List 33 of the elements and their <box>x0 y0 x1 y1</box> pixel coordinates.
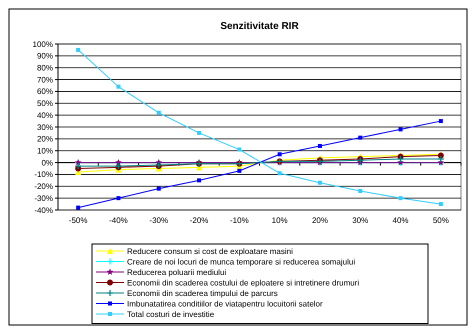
y-tick-label: -30% <box>34 194 53 203</box>
y-tick-label: 40% <box>36 110 53 120</box>
x-tick-label: -30% <box>149 216 168 225</box>
y-tick-label: 70% <box>36 75 53 84</box>
x-tick-label: 50% <box>432 216 449 225</box>
legend-label: Total costuri de investitie <box>127 310 215 319</box>
y-tick-label: -20% <box>34 182 53 192</box>
x-tick-label: -20% <box>190 216 208 225</box>
chart-title: Senzitivitate RIR <box>220 21 300 32</box>
y-tick-label: 80% <box>36 64 53 73</box>
x-tick-label: -10% <box>230 216 249 225</box>
legend-label: Economii din scaderea timpului de parcurs <box>127 288 278 298</box>
y-tick-label: 90% <box>36 52 53 61</box>
x-tick-label: -50% <box>68 216 88 225</box>
legend-label: Reducere consum si cost de exploatare masini <box>127 246 294 256</box>
x-tick-label: 10% <box>272 216 288 225</box>
y-tick-label: 50% <box>36 99 53 108</box>
y-tick-label: -40% <box>34 206 53 215</box>
y-tick-label: 0% <box>41 158 53 168</box>
x-tick-label: 40% <box>392 216 409 225</box>
y-tick-label: 100% <box>32 40 53 49</box>
x-tick-label: 20% <box>312 216 328 225</box>
x-tick-label: -40% <box>109 216 128 225</box>
legend-label: Imbunatatirea conditiilor de viatapentru locuitorii satelor <box>127 299 323 308</box>
x-tick-label: 30% <box>352 216 368 225</box>
legend-label: Economii din scaderea costului de eploatere si intretinere drumuri <box>127 278 360 288</box>
legend-label: Creare de noi locuri de munca temporare si reducerea somajului <box>127 257 356 266</box>
y-tick-label: 60% <box>36 87 53 96</box>
legend-label: Reducerea poluarii mediului <box>127 268 226 277</box>
y-tick-label: -10% <box>34 170 53 180</box>
y-tick-label: 10% <box>36 146 53 156</box>
y-tick-label: 30% <box>36 122 53 132</box>
y-tick-label: 20% <box>36 134 53 144</box>
